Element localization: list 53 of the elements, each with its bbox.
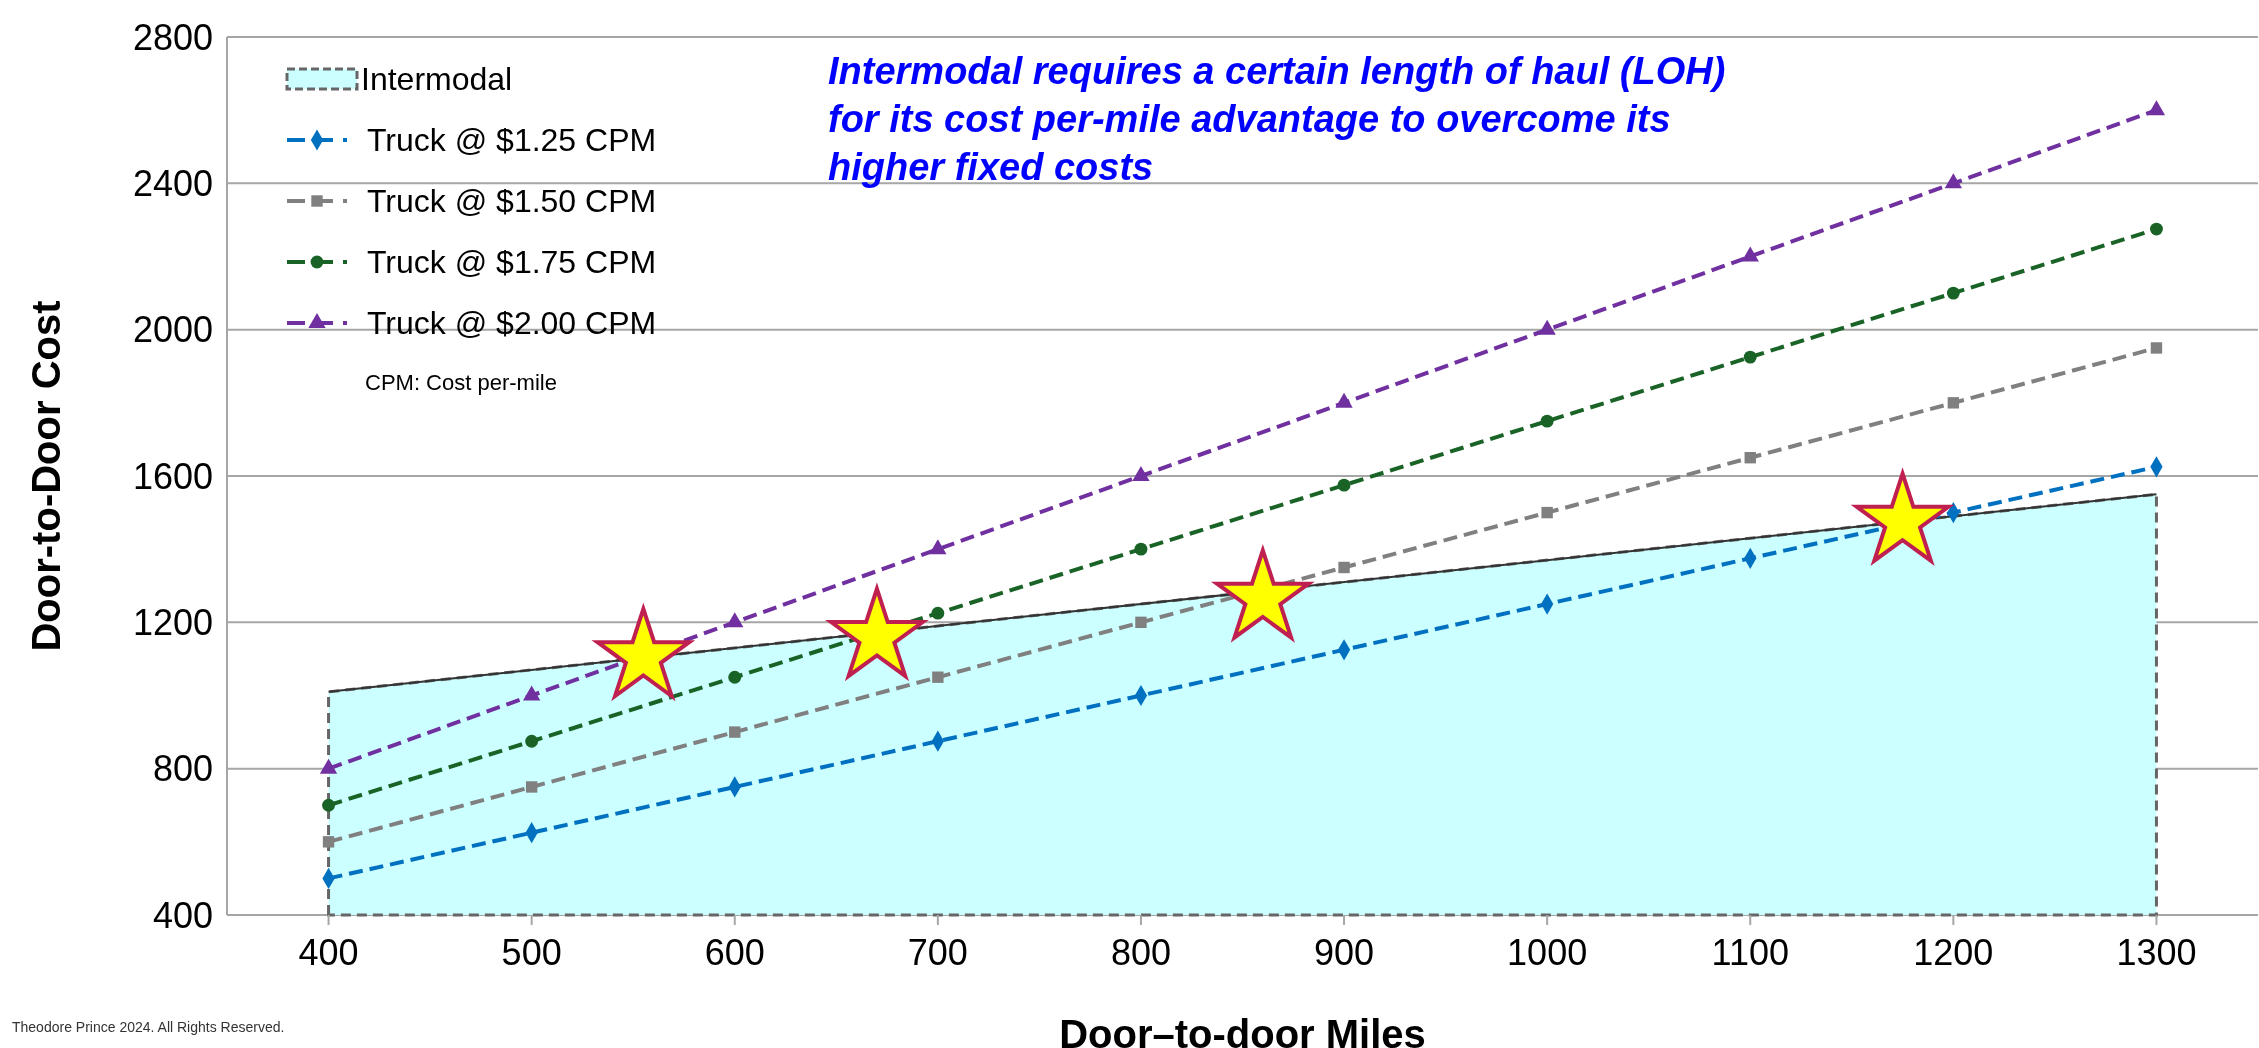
legend-label: Truck @ $1.75 CPM xyxy=(367,244,657,281)
annotation: CPM: Cost per-mile xyxy=(365,370,557,395)
point xyxy=(931,606,945,620)
x-tick-label: 800 xyxy=(1110,932,1171,973)
y-tick-label: 400 xyxy=(152,894,213,936)
point xyxy=(1132,466,1150,481)
legend-label: Truck @ $2.00 CPM xyxy=(367,305,657,342)
point xyxy=(1538,319,1556,335)
point xyxy=(929,539,947,555)
y-tick-label: 1600 xyxy=(132,455,213,497)
legend-label: Intermodal xyxy=(361,61,513,98)
text: Theodore Prince 2024. All Rights Reserved. xyxy=(12,1019,285,1035)
y-tick-label: 2000 xyxy=(132,309,213,351)
legend-label: Truck @ $1.50 CPM xyxy=(367,183,657,220)
y-tick-label: 800 xyxy=(152,748,213,790)
point xyxy=(1540,414,1554,428)
x-tick-label: 1300 xyxy=(2116,932,2197,973)
point xyxy=(729,726,741,738)
point xyxy=(525,781,538,793)
point xyxy=(322,798,335,812)
y-tick-label: 2800 xyxy=(132,16,213,58)
x-tick-label: 1100 xyxy=(1711,932,1789,973)
legend-label: Truck @ $1.25 CPM xyxy=(367,122,657,159)
point xyxy=(322,836,335,848)
point xyxy=(1337,478,1351,492)
y-tick-label: 1200 xyxy=(132,601,213,643)
point xyxy=(1541,506,1553,519)
point xyxy=(1134,542,1148,556)
point xyxy=(2150,342,2163,354)
point xyxy=(1946,286,1960,300)
x-tick-label: 1200 xyxy=(1913,932,1994,973)
x-axis-title: Door–to-door Miles xyxy=(1059,1012,1426,1048)
x-tick-label: 1000 xyxy=(1507,932,1588,973)
point xyxy=(525,734,539,748)
annotation: Intermodal requires a certain length of haul (LOH) for its cost per-mile advantage to overcome its higher fixed costs xyxy=(828,50,1726,188)
point xyxy=(728,670,742,684)
point xyxy=(1744,452,1756,464)
point xyxy=(2147,100,2166,116)
point xyxy=(1741,246,1759,262)
x-tick-label: 400 xyxy=(298,932,359,973)
x-tick-label: 600 xyxy=(704,932,765,973)
point xyxy=(932,671,944,683)
x-tick-label: 500 xyxy=(501,932,562,973)
point xyxy=(2150,222,2163,236)
point xyxy=(1944,173,1963,189)
point xyxy=(1743,350,1757,364)
y-axis-title: Door-to-Door Cost xyxy=(24,300,68,652)
x-tick-label: 900 xyxy=(1314,932,1375,973)
x-tick-label: 700 xyxy=(907,932,968,973)
point xyxy=(1135,616,1147,629)
point xyxy=(1338,561,1350,574)
point xyxy=(1947,397,1960,409)
y-tick-label: 2400 xyxy=(132,162,213,204)
